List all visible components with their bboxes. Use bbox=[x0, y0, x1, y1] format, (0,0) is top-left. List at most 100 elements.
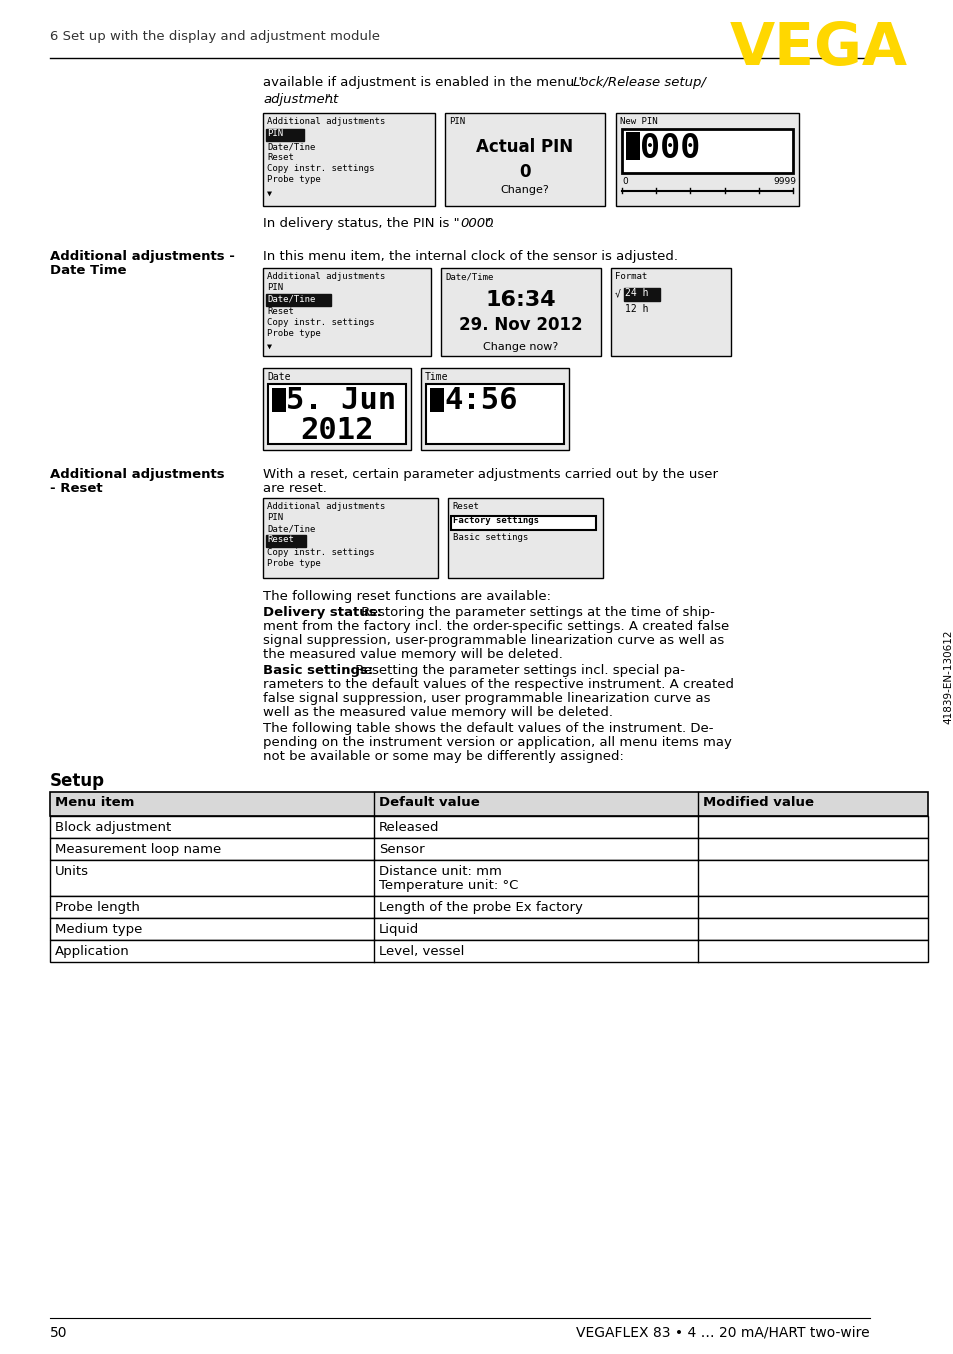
Text: Basic settings: Basic settings bbox=[453, 533, 528, 542]
Bar bbox=[440, 268, 600, 356]
Text: Copy instr. settings: Copy instr. settings bbox=[267, 548, 375, 556]
Bar bbox=[426, 385, 563, 444]
Text: Date/Tine: Date/Tine bbox=[267, 524, 315, 533]
Text: Measurement loop name: Measurement loop name bbox=[55, 844, 221, 856]
Text: 0: 0 bbox=[518, 162, 530, 181]
Text: available if adjustment is enabled in the menu ": available if adjustment is enabled in th… bbox=[263, 76, 584, 89]
Text: Change?: Change? bbox=[500, 185, 549, 195]
Bar bbox=[50, 896, 927, 918]
Text: 12 h: 12 h bbox=[624, 305, 648, 314]
Bar bbox=[263, 498, 437, 578]
Text: Units: Units bbox=[55, 865, 89, 877]
Text: 24 h: 24 h bbox=[624, 288, 648, 298]
Text: Additional adjustments -: Additional adjustments - bbox=[50, 250, 234, 263]
Text: are reset.: are reset. bbox=[263, 482, 327, 496]
Text: Time: Time bbox=[424, 372, 448, 382]
Text: Date/Tine: Date/Tine bbox=[267, 142, 315, 152]
Text: Date/Time: Date/Time bbox=[444, 272, 493, 282]
Bar bbox=[444, 112, 604, 206]
Text: Change now?: Change now? bbox=[483, 343, 558, 352]
Bar bbox=[625, 131, 639, 160]
Bar bbox=[266, 535, 306, 547]
Text: Application: Application bbox=[55, 945, 130, 959]
Bar bbox=[621, 129, 792, 173]
Text: false signal suppression, user programmable linearization curve as: false signal suppression, user programma… bbox=[263, 692, 710, 705]
Text: PIN: PIN bbox=[449, 116, 465, 126]
Text: Lock/Release setup/: Lock/Release setup/ bbox=[573, 76, 705, 89]
Text: Block adjustment: Block adjustment bbox=[55, 821, 172, 834]
Text: In delivery status, the PIN is ": In delivery status, the PIN is " bbox=[263, 217, 459, 230]
Text: 41839-EN-130612: 41839-EN-130612 bbox=[942, 630, 952, 724]
Text: 000: 000 bbox=[639, 131, 700, 165]
Text: Format: Format bbox=[615, 272, 646, 282]
Text: 9999: 9999 bbox=[772, 177, 795, 185]
Text: Date Time: Date Time bbox=[50, 264, 127, 278]
Text: 6 Set up with the display and adjustment module: 6 Set up with the display and adjustment… bbox=[50, 30, 379, 43]
Bar bbox=[50, 838, 927, 860]
Text: 0000: 0000 bbox=[459, 217, 493, 230]
Bar bbox=[50, 792, 927, 816]
Text: With a reset, certain parameter adjustments carried out by the user: With a reset, certain parameter adjustme… bbox=[263, 468, 718, 481]
Text: Released: Released bbox=[378, 821, 439, 834]
Text: Temperature unit: °C: Temperature unit: °C bbox=[378, 879, 517, 892]
Bar bbox=[266, 129, 304, 141]
Text: Modified value: Modified value bbox=[702, 796, 813, 808]
Text: 16:34: 16:34 bbox=[485, 290, 556, 310]
Bar bbox=[50, 940, 927, 961]
Text: Additional adjustments: Additional adjustments bbox=[267, 272, 385, 282]
Text: Probe length: Probe length bbox=[55, 900, 140, 914]
Text: 29. Nov 2012: 29. Nov 2012 bbox=[458, 315, 582, 334]
Text: PIN: PIN bbox=[267, 129, 283, 138]
Text: Date: Date bbox=[267, 372, 291, 382]
Text: signal suppression, user-programmable linearization curve as well as: signal suppression, user-programmable li… bbox=[263, 634, 723, 647]
Text: ".: ". bbox=[325, 93, 335, 106]
Bar bbox=[263, 268, 431, 356]
Text: Reset: Reset bbox=[267, 307, 294, 315]
Text: Actual PIN: Actual PIN bbox=[476, 138, 573, 156]
Text: - Reset: - Reset bbox=[50, 482, 103, 496]
Bar bbox=[451, 516, 596, 529]
Text: PIN: PIN bbox=[267, 283, 283, 292]
Bar bbox=[616, 112, 799, 206]
Text: ▼: ▼ bbox=[267, 343, 272, 351]
Text: Length of the probe Ex factory: Length of the probe Ex factory bbox=[378, 900, 582, 914]
Text: 5. Jun: 5. Jun bbox=[286, 386, 395, 414]
Bar bbox=[50, 860, 927, 896]
Text: Probe type: Probe type bbox=[267, 175, 320, 184]
Text: Menu item: Menu item bbox=[55, 796, 134, 808]
Text: Default value: Default value bbox=[378, 796, 479, 808]
Bar bbox=[266, 294, 331, 306]
Text: Probe type: Probe type bbox=[267, 329, 320, 338]
Text: Distance unit: mm: Distance unit: mm bbox=[378, 865, 501, 877]
Bar bbox=[50, 918, 927, 940]
Text: Level, vessel: Level, vessel bbox=[378, 945, 464, 959]
Text: In this menu item, the internal clock of the sensor is adjusted.: In this menu item, the internal clock of… bbox=[263, 250, 678, 263]
Text: Reset: Reset bbox=[267, 535, 294, 544]
Bar bbox=[263, 368, 411, 450]
Text: Setup: Setup bbox=[50, 772, 105, 789]
Text: New PIN: New PIN bbox=[619, 116, 657, 126]
Text: Medium type: Medium type bbox=[55, 923, 142, 936]
Text: rameters to the default values of the respective instrument. A created: rameters to the default values of the re… bbox=[263, 678, 733, 691]
Text: Liquid: Liquid bbox=[378, 923, 418, 936]
Text: The following reset functions are available:: The following reset functions are availa… bbox=[263, 590, 551, 603]
Text: Reset: Reset bbox=[267, 153, 294, 162]
Text: PIN: PIN bbox=[267, 513, 283, 523]
Bar bbox=[448, 498, 602, 578]
Text: Restoring the parameter settings at the time of ship-: Restoring the parameter settings at the … bbox=[356, 607, 714, 619]
Text: ▼: ▼ bbox=[267, 190, 272, 198]
Bar bbox=[268, 385, 406, 444]
Text: VEGA: VEGA bbox=[729, 20, 907, 77]
Text: the measured value memory will be deleted.: the measured value memory will be delete… bbox=[263, 649, 562, 661]
Text: Date/Tine: Date/Tine bbox=[267, 294, 315, 303]
Text: pending on the instrument version or application, all menu items may: pending on the instrument version or app… bbox=[263, 737, 731, 749]
Text: Reset: Reset bbox=[452, 502, 478, 510]
Text: well as the measured value memory will be deleted.: well as the measured value memory will b… bbox=[263, 705, 613, 719]
Text: √: √ bbox=[615, 288, 620, 298]
Text: Additional adjustments: Additional adjustments bbox=[267, 502, 385, 510]
Text: 2012: 2012 bbox=[300, 416, 374, 445]
Bar bbox=[50, 816, 927, 838]
Bar bbox=[272, 389, 286, 412]
Text: Basic settings:: Basic settings: bbox=[263, 663, 373, 677]
Bar bbox=[430, 389, 443, 412]
